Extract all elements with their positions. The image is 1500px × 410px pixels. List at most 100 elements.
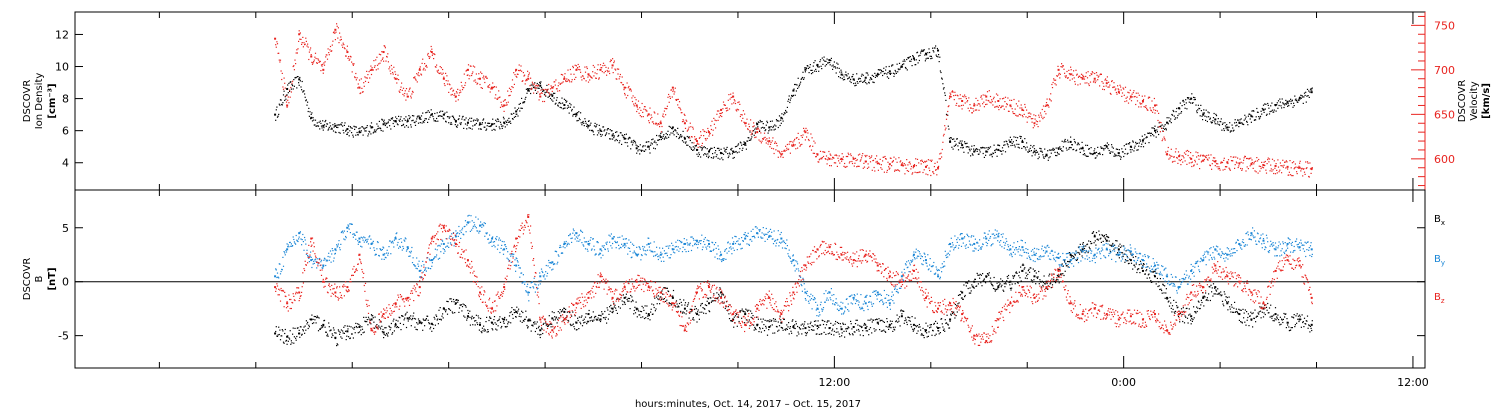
field-axis-title-line1: DSCOVR [22, 258, 33, 301]
density-ytick-label: 4 [62, 157, 69, 170]
bx-series-point-38 [732, 318, 735, 321]
bz-series-point-16 [466, 259, 469, 262]
bz-series-point-49 [864, 253, 867, 256]
ion-density-series-point-51 [888, 70, 891, 73]
bz-series-point-79 [1226, 275, 1229, 278]
velocity-series-point-57 [961, 100, 964, 102]
bx-series-point-39 [744, 313, 747, 316]
velocity-series-point-78 [1214, 160, 1217, 163]
by-series-point-45 [816, 307, 819, 310]
by-series-point-77 [1202, 259, 1205, 262]
bz-series-point-78 [1214, 264, 1217, 267]
bx-series-point-33 [671, 296, 674, 299]
velocity-series-point-35 [695, 140, 698, 143]
by-series-point-31 [647, 242, 650, 245]
ion-density-series-point-25 [575, 113, 578, 116]
velocity-series-point-73 [1154, 104, 1156, 107]
bz-series-point-33 [671, 302, 674, 305]
bx-series-point-81 [1250, 318, 1253, 321]
velocity-ytick-label: 750 [1434, 19, 1455, 32]
ion-density-series-trace [275, 45, 1313, 161]
bz-series-point-0 [274, 286, 277, 289]
bx-series-point-53 [912, 323, 915, 326]
bx-series-point-62 [1021, 269, 1024, 272]
by-series-point-44 [804, 291, 807, 294]
bz-series-point-12 [418, 286, 421, 289]
by-series-point-28 [611, 237, 614, 240]
velocity-series-point-26 [587, 73, 590, 76]
bz-series-point-15 [454, 242, 457, 245]
velocity-series-point-40 [756, 131, 759, 134]
ion-density-series-point-8 [370, 126, 373, 129]
bx-series-point-72 [1141, 269, 1144, 272]
velocity-series-point-55 [937, 166, 940, 169]
velocity-series-point-0 [274, 37, 277, 40]
velocity-series-point-70 [1117, 91, 1120, 94]
ion-density-series-point-37 [720, 152, 723, 155]
bz-series-point-25 [575, 302, 578, 305]
by-series-point-70 [1117, 253, 1120, 256]
velocity-series-point-4 [322, 68, 325, 71]
ion-density-series-point-28 [611, 134, 614, 137]
bx-series-point-63 [1033, 275, 1036, 278]
bx-series-point-60 [997, 286, 1000, 289]
by-series-point-18 [491, 237, 494, 240]
velocity-series-point-54 [924, 165, 927, 168]
velocity-series-point-41 [768, 140, 771, 143]
bz-series-point-56 [949, 302, 952, 305]
legend-bz: Bz [1434, 292, 1445, 305]
by-series-trace [275, 214, 1313, 317]
time-axis: 12:00 0:00 12:00 [819, 376, 1429, 389]
bz-series-point-36 [708, 286, 711, 289]
velocity-series-point-5 [334, 28, 337, 31]
bz-series-point-6 [346, 286, 349, 289]
velocity-series-point-36 [708, 131, 711, 134]
bz-series-point-86 [1310, 296, 1313, 299]
velocity-series-point-13 [430, 51, 433, 54]
by-series-point-39 [744, 237, 747, 240]
ion-density-series-point-54 [924, 52, 927, 55]
bx-series-point-83 [1274, 313, 1277, 316]
by-series-point-25 [575, 232, 578, 235]
velocity-series-point-65 [1057, 68, 1060, 71]
ion-density-series-point-11 [406, 120, 409, 123]
bz-series-trace [275, 214, 1313, 346]
by-series-point-51 [888, 302, 891, 305]
bz-series-point-1 [286, 302, 289, 305]
by-series-point-86 [1310, 248, 1313, 251]
by-series-point-61 [1009, 248, 1012, 251]
ion-density-series-point-36 [708, 150, 711, 153]
bz-series-point-52 [900, 280, 903, 283]
velocity-ytick-label: 650 [1434, 108, 1455, 121]
bx-series-point-84 [1286, 321, 1289, 324]
ion-density-series-point-30 [635, 147, 638, 150]
bz-series-point-40 [756, 307, 759, 310]
by-series-point-78 [1214, 248, 1217, 251]
bz-series-point-57 [961, 313, 964, 316]
by-series-point-12 [418, 269, 421, 272]
by-series-point-84 [1286, 242, 1289, 245]
bz-series-point-31 [647, 286, 650, 289]
bx-series-point-25 [575, 321, 578, 324]
by-series-point-0 [274, 275, 277, 278]
bx-series-point-26 [587, 313, 590, 316]
by-series-point-20 [515, 264, 518, 267]
by-series-point-43 [792, 259, 795, 262]
bz-series-point-73 [1154, 313, 1156, 316]
ion-density-series-point-86 [1310, 91, 1313, 94]
velocity-series-point-74 [1166, 153, 1169, 156]
bz-series-point-48 [852, 259, 855, 262]
ion-density-series-point-23 [551, 94, 554, 97]
bz-series-point-20 [515, 237, 518, 240]
ion-density-series-point-20 [515, 110, 518, 113]
ion-density-series-point-46 [828, 59, 831, 62]
density-ytick-label: 6 [62, 125, 69, 138]
velocity-series-trace [275, 23, 1313, 178]
ion-density-series-point-71 [1129, 145, 1132, 148]
bx-series-point-80 [1238, 313, 1241, 316]
velocity-series-point-51 [888, 163, 891, 166]
bx-series-point-46 [828, 327, 831, 330]
field-ytick-label: 0 [62, 276, 69, 289]
velocity-series-point-38 [732, 95, 735, 98]
ion-density-series-point-42 [780, 116, 783, 119]
